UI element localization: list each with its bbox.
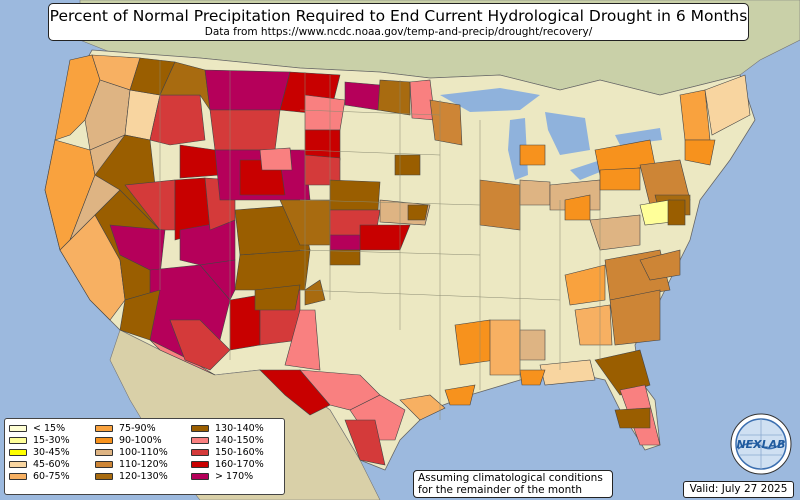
legend-item: 160-170% <box>191 458 281 470</box>
legend-item: 120-130% <box>95 470 191 482</box>
legend-label: 100-110% <box>119 446 168 458</box>
legend-item: 100-110% <box>95 446 191 458</box>
legend-swatch <box>9 448 27 456</box>
legend-swatch <box>95 424 113 432</box>
page-title: Percent of Normal Precipitation Required… <box>49 7 748 25</box>
legend-item: 75-90% <box>95 422 191 434</box>
legend-label: > 170% <box>215 470 254 482</box>
legend-swatch <box>95 448 113 456</box>
legend-swatch <box>95 472 113 480</box>
legend-label: 60-75% <box>33 470 70 482</box>
legend-swatch <box>191 424 209 432</box>
legend-swatch <box>9 436 27 444</box>
legend-label: < 15% <box>33 422 66 434</box>
legend-swatch <box>9 424 27 432</box>
legend-label: 45-60% <box>33 458 70 470</box>
lake-huron <box>545 112 590 155</box>
note-line-1: Assuming climatological conditions <box>418 472 603 484</box>
legend-label: 150-160% <box>215 446 264 458</box>
legend-item: > 170% <box>191 470 281 482</box>
legend-item: < 15% <box>9 422 95 434</box>
legend-label: 110-120% <box>119 458 168 470</box>
legend-label: 30-45% <box>33 446 70 458</box>
legend-swatch <box>191 460 209 468</box>
note-line-2: for the remainder of the month <box>418 484 583 496</box>
legend-label: 160-170% <box>215 458 264 470</box>
valid-date-badge: Valid: July 27 2025 <box>683 481 794 498</box>
legend-swatch <box>95 436 113 444</box>
legend-swatch <box>191 436 209 444</box>
legend-label: 15-30% <box>33 434 70 446</box>
legend-label: 130-140% <box>215 422 264 434</box>
nexlab-logo: NEXLAB <box>730 413 792 475</box>
legend-swatch <box>9 472 27 480</box>
legend-swatch <box>9 460 27 468</box>
logo-lines <box>740 419 782 469</box>
legend: < 15% 75-90% 130-140% 15-30% 90-100% 140-150%… <box>4 418 285 495</box>
title-box: Percent of Normal Precipitation Required… <box>48 3 749 41</box>
legend-label: 120-130% <box>119 470 168 482</box>
legend-item: 90-100% <box>95 434 191 446</box>
legend-item: 150-160% <box>191 446 281 458</box>
legend-item: 30-45% <box>9 446 95 458</box>
legend-swatch <box>191 448 209 456</box>
drought-regions <box>44 54 751 466</box>
legend-item: 45-60% <box>9 458 95 470</box>
lake-superior <box>440 88 540 112</box>
legend-item: 110-120% <box>95 458 191 470</box>
legend-item: 15-30% <box>9 434 95 446</box>
state-borders <box>159 60 601 420</box>
legend-item: 140-150% <box>191 434 281 446</box>
legend-item: 60-75% <box>9 470 95 482</box>
assumption-note: Assuming climatological conditions for t… <box>413 470 613 498</box>
logo-text: NEXLAB <box>736 438 785 451</box>
legend-label: 75-90% <box>119 422 156 434</box>
legend-swatch <box>95 460 113 468</box>
legend-label: 140-150% <box>215 434 264 446</box>
legend-label: 90-100% <box>119 434 162 446</box>
legend-swatch <box>191 472 209 480</box>
page-subtitle: Data from https://www.ncdc.noaa.gov/temp… <box>204 26 593 38</box>
legend-item: 130-140% <box>191 422 281 434</box>
